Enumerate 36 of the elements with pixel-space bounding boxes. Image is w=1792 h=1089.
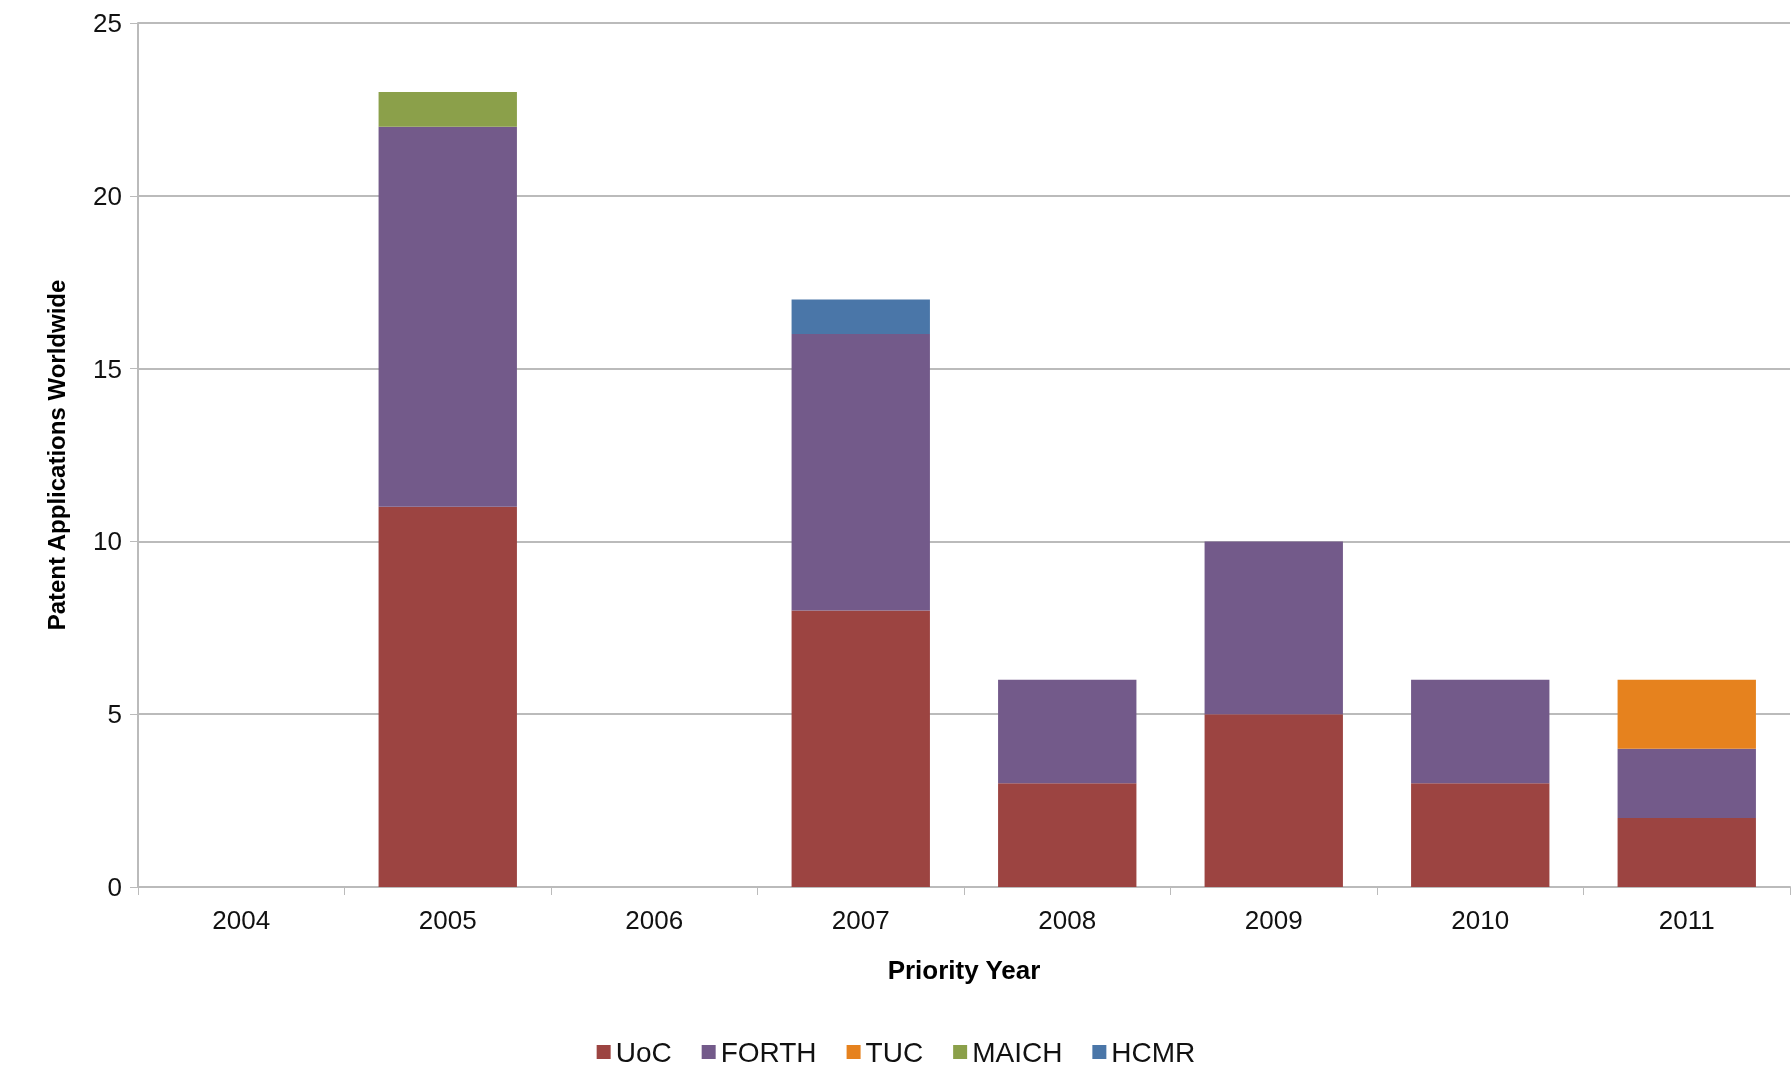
x-axis-title: Priority Year bbox=[887, 955, 1041, 985]
y-tick-label: 25 bbox=[93, 8, 122, 38]
y-tick-label: 20 bbox=[93, 180, 122, 211]
x-tick-label: 2007 bbox=[831, 905, 890, 935]
bar bbox=[1411, 679, 1550, 784]
bar bbox=[1204, 714, 1343, 887]
bar bbox=[1204, 541, 1343, 715]
y-axis-title: Patent Applications Worldwide bbox=[42, 279, 70, 631]
bar bbox=[1617, 817, 1756, 887]
x-tick-label: 2009 bbox=[1244, 905, 1303, 935]
legend-label: HCMR bbox=[1111, 1036, 1196, 1068]
bar bbox=[791, 610, 930, 887]
y-tick-label: 0 bbox=[107, 872, 122, 902]
x-tick-label: 2011 bbox=[1658, 905, 1715, 935]
y-tick-label: 10 bbox=[93, 526, 122, 557]
x-tick-label: 2008 bbox=[1038, 905, 1097, 935]
bar bbox=[791, 334, 930, 611]
bar bbox=[1617, 679, 1756, 749]
bar bbox=[378, 506, 517, 887]
x-tick-label: 2005 bbox=[418, 905, 477, 935]
bar bbox=[998, 679, 1137, 784]
bar bbox=[378, 92, 517, 127]
bar bbox=[1617, 748, 1756, 818]
bar bbox=[1411, 783, 1550, 887]
x-tick-label: 2006 bbox=[625, 905, 684, 935]
legend-label: TUC bbox=[865, 1036, 924, 1068]
x-tick-label: 2010 bbox=[1451, 905, 1510, 935]
bar bbox=[791, 299, 930, 335]
legend-label: UoC bbox=[615, 1036, 672, 1068]
y-tick-label: 5 bbox=[107, 699, 122, 730]
bar bbox=[378, 126, 517, 507]
x-tick-label: 2004 bbox=[212, 905, 271, 935]
bar bbox=[998, 783, 1137, 887]
legend-label: FORTH bbox=[720, 1036, 817, 1068]
legend-label: MAICH bbox=[972, 1036, 1063, 1068]
y-tick-label: 15 bbox=[93, 353, 122, 384]
